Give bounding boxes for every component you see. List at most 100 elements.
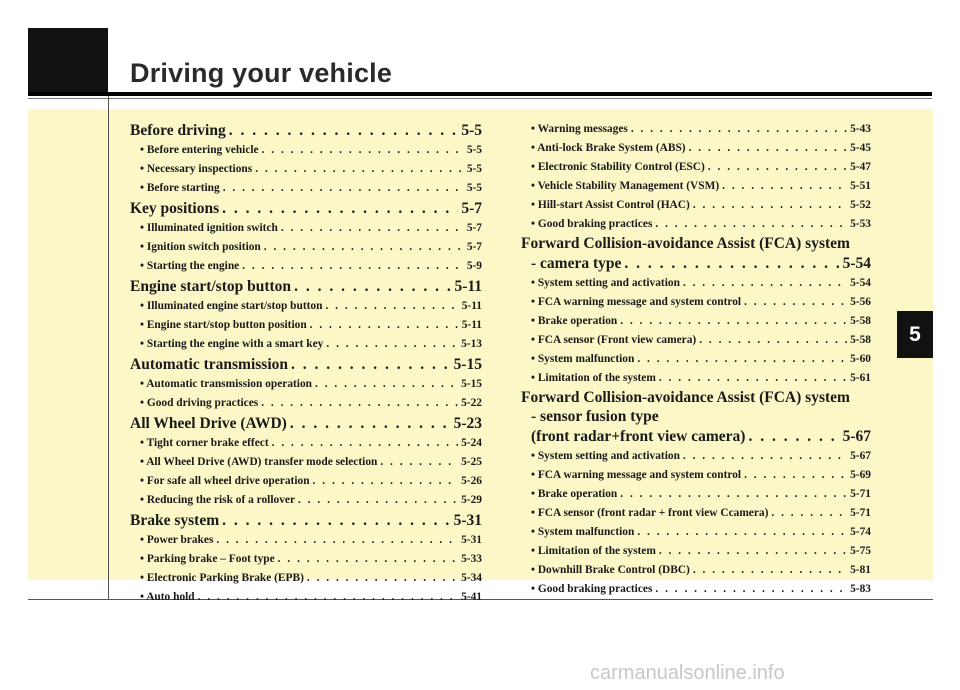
toc-section-entry[interactable]: Brake system 5-31 [130,510,482,531]
toc-subentry[interactable]: • Starting the engine with a smart key 5-… [130,335,482,354]
toc-page-number: 5-7 [461,200,482,217]
toc-dot-leader [290,413,451,434]
toc-dot-leader [222,510,450,531]
toc-entry-label: • Brake operation [531,315,618,327]
section-tab[interactable]: 5 [897,311,933,358]
toc-page-number: 5-67 [850,450,871,462]
toc-subentry[interactable]: • System malfunction 5-74 [521,523,871,542]
toc-entry-label: Key positions [130,200,220,217]
toc-subentry[interactable]: • System setting and activation 5-67 [521,447,871,466]
toc-dot-leader [624,253,839,274]
toc-dot-leader [744,293,847,312]
toc-page-number: 5-5 [461,122,482,139]
toc-dot-leader [307,569,458,588]
toc-dot-leader [771,504,847,523]
toc-subentry[interactable]: • Parking brake – Foot type 5-33 [130,550,482,569]
toc-subentry[interactable]: • Warning messages 5-43 [521,120,871,139]
toc-subentry[interactable]: • Automatic transmission operation 5-15 [130,375,482,394]
toc-heading-line[interactable]: Forward Collision-avoidance Assist (FCA)… [521,235,850,252]
toc-page-number: 5-67 [842,428,871,445]
toc-dot-leader [315,375,458,394]
toc-section-entry[interactable]: (front radar+front view camera) 5-67 [521,426,871,447]
toc-subentry[interactable]: • Brake operation 5-58 [521,312,871,331]
toc-entry-label: • Anti-lock Brake System (ABS) [531,142,686,154]
toc-page-number: 5-69 [850,469,871,481]
toc-subentry[interactable]: • Limitation of the system 5-75 [521,542,871,561]
toc-dot-leader [222,198,458,219]
toc-subentry[interactable]: • Power brakes 5-31 [130,531,482,550]
toc-subentry[interactable]: • Limitation of the system 5-61 [521,369,871,388]
toc-subentry[interactable]: • FCA sensor (front radar + front view C… [521,504,871,523]
toc-subentry[interactable]: • Tight corner brake effect 5-24 [130,434,482,453]
toc-subentry[interactable]: • All Wheel Drive (AWD) transfer mode se… [130,453,482,472]
toc-page-number: 5-25 [461,456,482,468]
toc-entry-label: • Vehicle Stability Management (VSM) [531,180,720,192]
toc-subentry[interactable]: • Good braking practices 5-53 [521,215,871,234]
toc-page-number: 5-83 [850,583,871,595]
toc-entry-label: Automatic transmission [130,356,289,373]
toc-subentry[interactable]: • FCA sensor (Front view camera) 5-58 [521,331,871,350]
toc-section-entry[interactable]: - camera type 5-54 [521,253,871,274]
toc-entry-label: • Hill-start Assist Control (HAC) [531,199,690,211]
toc-subentry[interactable]: • Downhill Brake Control (DBC) 5-81 [521,561,871,580]
toc-dot-leader [294,276,451,297]
toc-section-entry[interactable]: Before driving 5-5 [130,120,482,141]
toc-page-number: 5-81 [850,564,871,576]
toc-entry-label: • Illuminated ignition switch [140,222,278,234]
toc-subentry[interactable]: • Hill-start Assist Control (HAC) 5-52 [521,196,871,215]
toc-entry-label: • Auto hold [140,591,195,603]
toc-section-entry[interactable]: All Wheel Drive (AWD) 5-23 [130,413,482,434]
toc-subentry[interactable]: • Engine start/stop button position 5-11 [130,316,482,335]
toc-page-number: 5-5 [466,182,482,194]
toc-subentry[interactable]: • Reducing the risk of a rollover 5-29 [130,491,482,510]
toc-dot-leader [216,531,458,550]
toc-dot-leader [693,196,847,215]
toc-subentry[interactable]: • Anti-lock Brake System (ABS) 5-45 [521,139,871,158]
toc-dot-leader [655,215,847,234]
toc-entry-label: • Brake operation [531,488,618,500]
toc-subentry[interactable]: • Good braking practices 5-83 [521,580,871,599]
toc-dot-leader [261,394,458,413]
toc-subentry[interactable]: • Electronic Parking Brake (EPB) 5-34 [130,569,482,588]
toc-section-entry[interactable]: Key positions 5-7 [130,198,482,219]
toc-dot-leader [281,219,464,238]
toc-entry-label: • Reducing the risk of a rollover [140,494,296,506]
footer-rule [28,599,933,600]
toc-subentry[interactable]: • Starting the engine 5-9 [130,257,482,276]
toc-page-number: 5-54 [842,255,871,272]
toc-section-entry[interactable]: Automatic transmission 5-15 [130,354,482,375]
toc-subentry[interactable]: • Vehicle Stability Management (VSM) 5-51 [521,177,871,196]
toc-subentry[interactable]: • System setting and activation 5-54 [521,274,871,293]
toc-dot-leader [620,485,847,504]
toc-page-number: 5-60 [850,353,871,365]
toc-heading-line[interactable]: Forward Collision-avoidance Assist (FCA)… [521,389,850,406]
toc-subentry[interactable]: • For safe all wheel drive operation 5-26 [130,472,482,491]
toc-subentry[interactable]: • Brake operation 5-71 [521,485,871,504]
toc-subentry[interactable]: • Auto hold 5-41 [130,588,482,607]
toc-page-number: 5-11 [461,300,482,312]
toc-entry-label: • Before starting [140,182,220,194]
toc-page-number: 5-9 [466,260,482,272]
page-title: Driving your vehicle [130,58,393,88]
toc-subentry[interactable]: • Illuminated ignition switch 5-7 [130,219,482,238]
toc-dot-leader [298,491,458,510]
toc-subentry[interactable]: • Before starting 5-5 [130,179,482,198]
toc-section-entry[interactable]: Engine start/stop button 5-11 [130,276,482,297]
toc-heading-line[interactable]: - sensor fusion type [531,408,659,425]
toc-page-number: 5-53 [850,218,871,230]
toc-subentry[interactable]: • Illuminated engine start/stop button 5-… [130,297,482,316]
toc-subentry[interactable]: • FCA warning message and system control… [521,466,871,485]
toc-subentry[interactable]: • System malfunction 5-60 [521,350,871,369]
toc-page-number: 5-11 [461,319,482,331]
toc-subentry[interactable]: • Electronic Stability Control (ESC) 5-47 [521,158,871,177]
toc-page-number: 5-75 [850,545,871,557]
toc-subentry[interactable]: • Necessary inspections 5-5 [130,160,482,179]
toc-subentry[interactable]: • Ignition switch position 5-7 [130,238,482,257]
toc-dot-leader [313,472,459,491]
toc-page-number: 5-23 [453,415,482,432]
toc-subentry[interactable]: • Good driving practices 5-22 [130,394,482,413]
toc-subentry[interactable]: • Before entering vehicle 5-5 [130,141,482,160]
toc-dot-leader [689,139,848,158]
toc-page-number: 5-61 [850,372,871,384]
toc-subentry[interactable]: • FCA warning message and system control… [521,293,871,312]
